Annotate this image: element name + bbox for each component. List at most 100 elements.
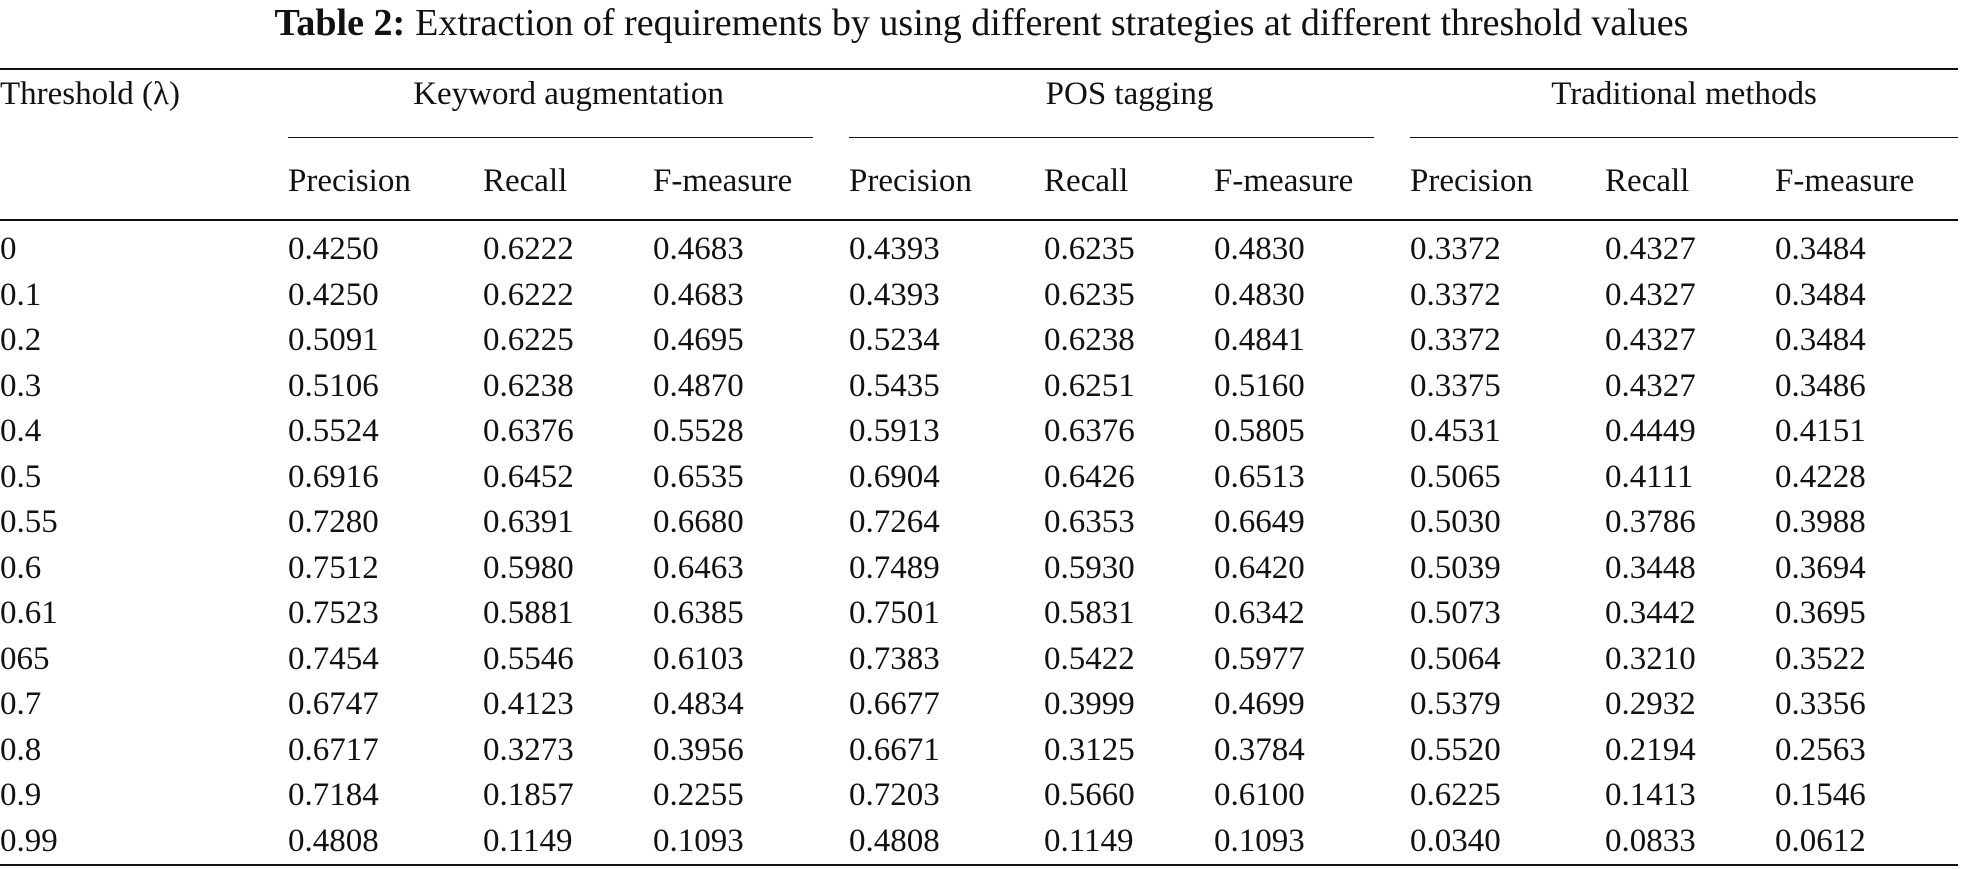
- table-row: 0.8 0.6717 0.3273 0.3956 0.6671 0.3125 0.3784 0…: [0, 728, 1958, 774]
- value-cell: 0.4327: [1605, 231, 1696, 268]
- metric-header-f-measure: F-measure: [653, 163, 793, 199]
- value-cell: 0.6747: [288, 686, 379, 723]
- value-cell: 0.5528: [653, 413, 744, 450]
- table-row: 0 0.4250 0.6222 0.4683 0.4393 0.6235 0.4830 0.3…: [0, 220, 1958, 273]
- value-cell: 0.6535: [653, 458, 744, 495]
- value-cell: 0.5805: [1214, 413, 1305, 450]
- value-cell: 0.4250: [288, 231, 379, 268]
- value-cell: 0.3210: [1605, 640, 1696, 677]
- value-cell: 0.4327: [1605, 322, 1696, 359]
- value-cell: 0.5091: [288, 322, 379, 359]
- value-cell: 0.3784: [1214, 731, 1305, 768]
- metric-header-precision: Precision: [288, 163, 411, 199]
- value-cell: 0.4123: [483, 686, 574, 723]
- value-cell: 0.5980: [483, 549, 574, 586]
- value-cell: 0.4870: [653, 367, 744, 404]
- value-cell: 0.6225: [1410, 777, 1501, 814]
- value-cell: 0.3484: [1775, 231, 1866, 268]
- value-cell: 0.4808: [849, 822, 940, 859]
- value-cell: 0.4695: [653, 322, 744, 359]
- value-cell: 0.4830: [1214, 276, 1305, 313]
- value-cell: 0.3956: [653, 731, 744, 768]
- value-cell: 0.1546: [1775, 777, 1866, 814]
- table-row: 0.3 0.5106 0.6238 0.4870 0.5435 0.6251 0.5160 0…: [0, 364, 1958, 410]
- value-cell: 0.0612: [1775, 822, 1866, 859]
- value-cell: 0.2194: [1605, 731, 1696, 768]
- value-cell: 0.3372: [1410, 276, 1501, 313]
- value-cell: 0.6677: [849, 686, 940, 723]
- threshold-cell: 0.8: [0, 731, 42, 768]
- threshold-cell: 0.6: [0, 549, 42, 586]
- value-cell: 0.4151: [1775, 413, 1866, 450]
- table-row: 0.7 0.6747 0.4123 0.4834 0.6677 0.3999 0.4699 0…: [0, 682, 1958, 728]
- group-header-pos-tagging: POS tagging: [1045, 76, 1214, 112]
- table-row: 0.9 0.7184 0.1857 0.2255 0.7203 0.5660 0.6100 0…: [0, 773, 1958, 819]
- value-cell: 0.3356: [1775, 686, 1866, 723]
- threshold-cell: 0.2: [0, 322, 42, 359]
- value-cell: 0.7280: [288, 504, 379, 541]
- group-header-keyword-augmentation: Keyword augmentation: [413, 76, 724, 112]
- value-cell: 0.6342: [1214, 595, 1305, 632]
- group-underline-keyword-augmentation: [288, 137, 813, 138]
- value-cell: 0.7383: [849, 640, 940, 677]
- value-cell: 0.3486: [1775, 367, 1866, 404]
- value-cell: 0.2255: [653, 777, 744, 814]
- threshold-header: Threshold (λ): [0, 76, 181, 112]
- table-row: 0.99 0.4808 0.1149 0.1093 0.4808 0.1149 0.1093…: [0, 819, 1958, 866]
- table-row: 0.4 0.5524 0.6376 0.5528 0.5913 0.6376 0.5805 0…: [0, 409, 1958, 455]
- value-cell: 0.3484: [1775, 322, 1866, 359]
- table-body: 0 0.4250 0.6222 0.4683 0.4393 0.6235 0.4830 0.3…: [0, 220, 1959, 866]
- value-cell: 0.5039: [1410, 549, 1501, 586]
- value-cell: 0.3694: [1775, 549, 1866, 586]
- value-cell: 0.6452: [483, 458, 574, 495]
- metric-header-recall: Recall: [483, 163, 568, 199]
- value-cell: 0.6463: [653, 549, 744, 586]
- value-cell: 0.6717: [288, 731, 379, 768]
- value-cell: 0.7203: [849, 777, 940, 814]
- value-cell: 0.5422: [1044, 640, 1135, 677]
- value-cell: 0.7264: [849, 504, 940, 541]
- value-cell: 0.6222: [483, 231, 574, 268]
- value-cell: 0.4327: [1605, 276, 1696, 313]
- table-row: 0.55 0.7280 0.6391 0.6680 0.7264 0.6353 0.6649…: [0, 500, 1958, 546]
- group-underline-pos-tagging: [849, 137, 1374, 138]
- value-cell: 0.6103: [653, 640, 744, 677]
- value-cell: 0.6426: [1044, 458, 1135, 495]
- group-underline-traditional-methods: [1410, 137, 1958, 138]
- value-cell: 0.5073: [1410, 595, 1501, 632]
- table-row: 065 0.7454 0.5546 0.6103 0.7383 0.5422 0.5977 0…: [0, 637, 1958, 683]
- value-cell: 0.1093: [1214, 822, 1305, 859]
- threshold-cell: 0.3: [0, 367, 42, 404]
- value-cell: 0.5435: [849, 367, 940, 404]
- value-cell: 0.5234: [849, 322, 940, 359]
- value-cell: 0.6376: [1044, 413, 1135, 450]
- value-cell: 0.6235: [1044, 231, 1135, 268]
- value-cell: 0.6222: [483, 276, 574, 313]
- value-cell: 0.6513: [1214, 458, 1305, 495]
- value-cell: 0.6671: [849, 731, 940, 768]
- value-cell: 0.3484: [1775, 276, 1866, 313]
- value-cell: 0.6235: [1044, 276, 1135, 313]
- value-cell: 0.3125: [1044, 731, 1135, 768]
- value-cell: 0.4531: [1410, 413, 1501, 450]
- value-cell: 0.4841: [1214, 322, 1305, 359]
- threshold-cell: 0.55: [0, 504, 58, 541]
- value-cell: 0.2563: [1775, 731, 1866, 768]
- value-cell: 0.3522: [1775, 640, 1866, 677]
- value-cell: 0.5913: [849, 413, 940, 450]
- value-cell: 0.3999: [1044, 686, 1135, 723]
- threshold-cell: 0.9: [0, 777, 42, 814]
- value-cell: 0.5379: [1410, 686, 1501, 723]
- value-cell: 0.5977: [1214, 640, 1305, 677]
- metric-header-recall: Recall: [1605, 163, 1690, 199]
- value-cell: 0.4449: [1605, 413, 1696, 450]
- value-cell: 0.4250: [288, 276, 379, 313]
- value-cell: 0.3442: [1605, 595, 1696, 632]
- value-cell: 0.5160: [1214, 367, 1305, 404]
- value-cell: 0.4808: [288, 822, 379, 859]
- threshold-cell: 0: [0, 231, 17, 268]
- value-cell: 0.4327: [1605, 367, 1696, 404]
- value-cell: 0.4228: [1775, 458, 1866, 495]
- value-cell: 0.6680: [653, 504, 744, 541]
- value-cell: 0.7512: [288, 549, 379, 586]
